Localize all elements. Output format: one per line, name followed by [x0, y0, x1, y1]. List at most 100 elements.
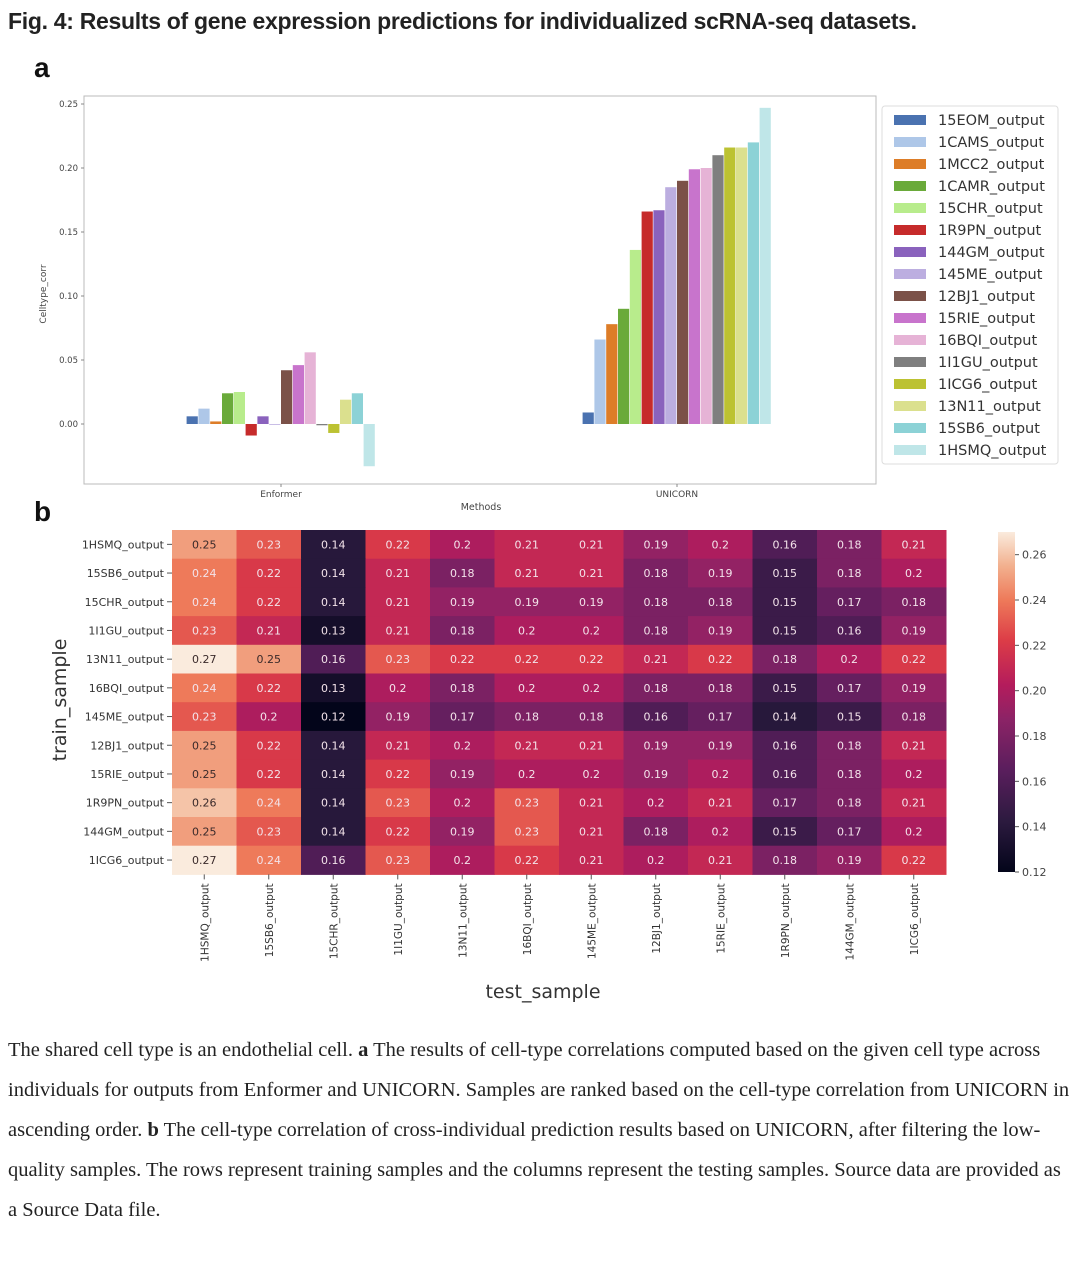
heatmap-cell — [623, 817, 689, 847]
legend-swatch — [894, 225, 926, 235]
heatmap-cell — [559, 788, 624, 818]
heatmap-cell-value: 0.18 — [708, 682, 733, 695]
y-tick-label: 0.05 — [59, 356, 78, 366]
heatmap-cell-value: 0.24 — [192, 682, 217, 695]
heatmap-cell-value: 0.16 — [644, 711, 669, 724]
legend-swatch — [894, 137, 926, 147]
legend-swatch — [894, 357, 926, 367]
legend-swatch — [894, 181, 926, 191]
heatmap-cell — [301, 616, 366, 646]
column-label: 1I1GU_output — [393, 883, 405, 955]
heatmap-cell — [365, 644, 431, 674]
heatmap-cell — [365, 616, 431, 646]
heatmap-cell-value: 0.17 — [837, 682, 862, 695]
heatmap-cell — [365, 845, 431, 875]
heatmap-cell — [301, 788, 366, 818]
heatmap-cell-value: 0.14 — [321, 538, 346, 551]
heatmap-cell — [301, 644, 366, 674]
heatmap-cell — [817, 644, 882, 674]
heatmap-cell — [494, 788, 560, 818]
heatmap-cell — [301, 759, 366, 789]
y-tick-label: 0.25 — [59, 100, 78, 110]
legend-label: 1MCC2_output — [938, 157, 1045, 173]
heatmap-cell-value: 0.19 — [902, 682, 927, 695]
heatmap-cell-value: 0.14 — [321, 567, 346, 580]
heatmap-cell-value: 0.15 — [773, 624, 798, 637]
colorbar-tick-label: 0.20 — [1022, 685, 1047, 698]
bar-15EOM_output-UNICORN — [582, 412, 594, 424]
heatmap-cell-value: 0.23 — [192, 711, 217, 724]
heatmap-cell-value: 0.2 — [260, 711, 278, 724]
heatmap-cell-value: 0.2 — [518, 624, 536, 637]
heatmap-cell — [752, 587, 818, 617]
heatmap-cell-value: 0.18 — [450, 567, 475, 580]
heatmap-cell-value: 0.2 — [841, 653, 859, 666]
heatmap-cell — [430, 558, 495, 588]
bar-1R9PN_output-UNICORN — [641, 211, 653, 424]
heatmap-cell-value: 0.2 — [905, 567, 923, 580]
heatmap-cell-value: 0.19 — [708, 567, 733, 580]
heatmap-cell-value: 0.18 — [837, 538, 862, 551]
heatmap-cell-value: 0.22 — [708, 653, 733, 666]
heatmap-cell — [688, 587, 753, 617]
heatmap-cell — [623, 730, 689, 761]
heatmap-cell-value: 0.23 — [515, 797, 540, 810]
heatmap-cell — [559, 702, 624, 732]
heatmap-cell — [752, 616, 818, 646]
heatmap-cell-value: 0.14 — [773, 711, 798, 724]
bar-144GM_output-UNICORN — [653, 210, 665, 424]
heatmap-cell — [752, 759, 818, 789]
heatmap-cell-value: 0.22 — [450, 653, 475, 666]
row-label: 145ME_output — [85, 711, 165, 724]
heatmap-cell-value: 0.18 — [644, 682, 669, 695]
heatmap-cell-value: 0.24 — [257, 854, 282, 867]
row-label: 16BQI_output — [89, 682, 165, 695]
heatmap-cell-value: 0.22 — [386, 768, 411, 781]
heatmap-cell-value: 0.25 — [192, 538, 217, 551]
heatmap-cell — [559, 587, 624, 617]
heatmap-cell — [172, 788, 237, 818]
heatmap-cell — [817, 673, 882, 703]
heatmap-cell — [688, 616, 753, 646]
bar-12BJ1_output-Enformer — [281, 370, 293, 424]
heatmap-cell — [236, 530, 302, 560]
heatmap-cell-value: 0.22 — [257, 739, 282, 752]
bar-1I1GU_output-Enformer — [316, 424, 328, 426]
heatmap-cell-value: 0.12 — [321, 711, 346, 724]
bar-15RIE_output-UNICORN — [688, 169, 700, 424]
row-label: 1I1GU_output — [88, 624, 164, 637]
heatmap-cell-value: 0.18 — [644, 825, 669, 838]
colorbar-tick-label: 0.26 — [1022, 549, 1047, 562]
heatmap-cell — [688, 558, 753, 588]
heatmap-cell — [881, 644, 947, 674]
heatmap-cell-value: 0.22 — [257, 596, 282, 609]
legend-label: 1HSMQ_output — [938, 443, 1047, 459]
heatmap-cell-value: 0.18 — [837, 768, 862, 781]
heatmap-cell-value: 0.27 — [192, 854, 217, 867]
heatmap-cell-value: 0.19 — [450, 825, 475, 838]
bar-145ME_output-UNICORN — [665, 187, 677, 424]
heatmap-cell-value: 0.2 — [518, 768, 536, 781]
x-tick-label: Enformer — [260, 490, 302, 500]
heatmap-cell-value: 0.21 — [579, 567, 604, 580]
heatmap-cell-value: 0.24 — [257, 797, 282, 810]
caption-b-label: b — [147, 1119, 159, 1141]
x-tick-label: UNICORN — [656, 490, 698, 500]
legend-swatch — [894, 379, 926, 389]
heatmap-cell — [559, 673, 624, 703]
heatmap-cell-value: 0.19 — [450, 768, 475, 781]
colorbar-tick-label: 0.22 — [1022, 639, 1047, 652]
heatmap-cell-value: 0.2 — [712, 768, 730, 781]
legend-swatch — [894, 313, 926, 323]
legend-label: 144GM_output — [938, 245, 1045, 261]
heatmap-cell — [817, 845, 882, 875]
caption-intro: The shared cell type is an endothelial c… — [8, 1039, 359, 1061]
heatmap-cell-value: 0.21 — [386, 739, 411, 752]
heatmap-cell — [236, 673, 302, 703]
heatmap-column-labels: 1HSMQ_output 15SB6_output 15CHR_output 1I1G… — [199, 874, 921, 962]
heatmap-cell-value: 0.19 — [902, 624, 927, 637]
heatmap-cell-value: 0.23 — [386, 797, 411, 810]
panel-a-label: a — [34, 52, 50, 83]
heatmap-cell-value: 0.21 — [515, 567, 540, 580]
heatmap-cells: 0.25 0.23 0.14 0.22 0.2 0.21 0.21 0.19 0.2 0.16 0.… — [172, 530, 947, 875]
